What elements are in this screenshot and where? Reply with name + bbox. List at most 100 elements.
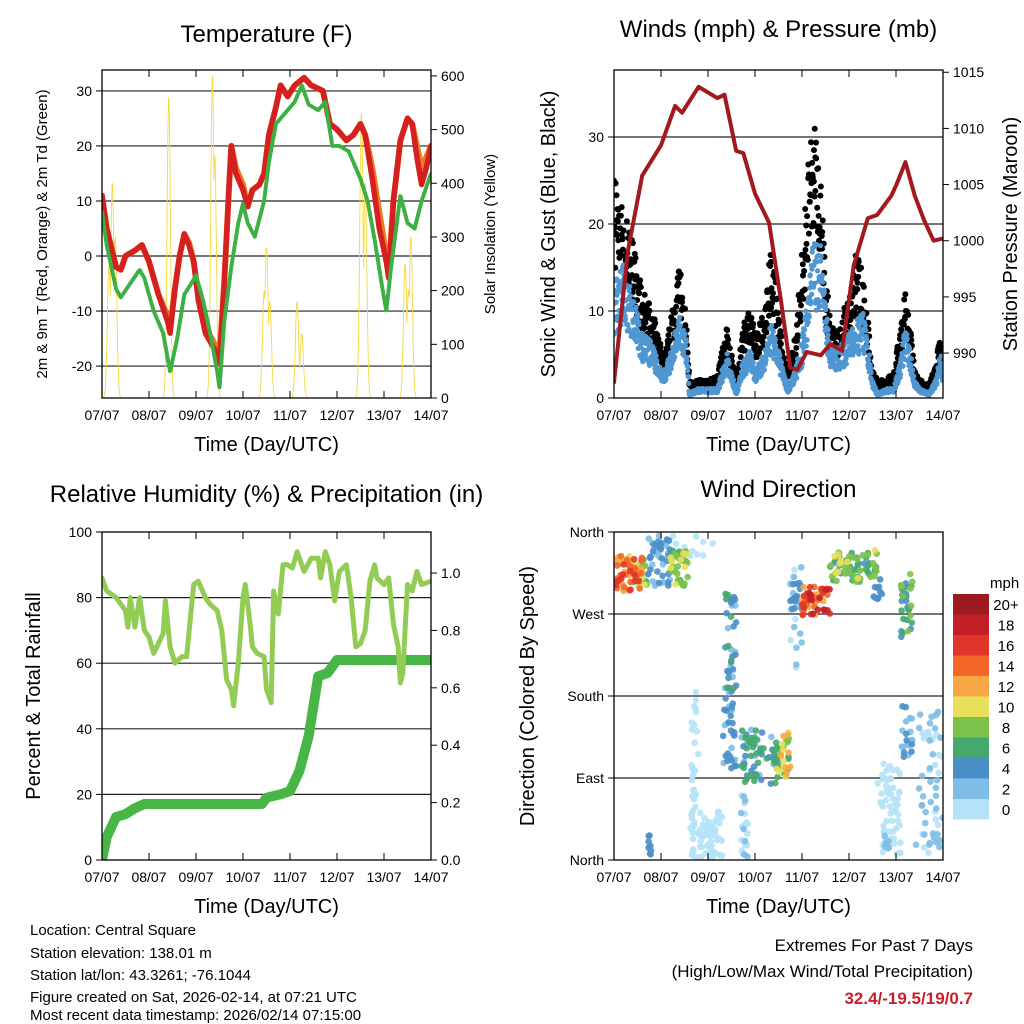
direction-point — [792, 615, 799, 623]
wind-point — [818, 258, 824, 264]
gust-point — [726, 345, 733, 352]
direction-point — [907, 612, 914, 620]
wind-point — [863, 327, 869, 333]
direction-point — [672, 581, 679, 588]
direction-point — [636, 585, 643, 592]
direction-point — [732, 762, 740, 770]
direction-point — [631, 577, 639, 585]
direction-point — [701, 831, 709, 839]
gust-point — [799, 261, 806, 268]
direction-point — [908, 715, 916, 722]
y-tick-label: 30 — [76, 83, 92, 99]
direction-point — [800, 583, 807, 591]
direction-point — [933, 776, 941, 784]
gust-point — [776, 319, 783, 326]
direction-point — [937, 734, 943, 742]
direction-point — [658, 555, 666, 562]
gust-point — [614, 264, 619, 271]
gust-point — [682, 305, 689, 312]
direction-point — [872, 594, 879, 602]
gust-point — [803, 240, 810, 247]
direction-point — [691, 791, 699, 798]
direction-point — [932, 784, 940, 792]
y-tick-label: 30 — [588, 129, 604, 145]
direction-point — [743, 819, 750, 826]
extremes-title: Extremes For Past 7 Days — [775, 936, 973, 955]
x-tick-label: 09/07 — [690, 407, 725, 423]
y-tick-label: 100 — [69, 524, 93, 540]
direction-point — [725, 674, 732, 682]
direction-point — [724, 667, 731, 675]
wind-point — [677, 314, 683, 320]
footer-recent: Most recent data timestamp: 2026/02/14 0… — [30, 1007, 361, 1024]
direction-point — [790, 623, 798, 631]
y-tick-label: North — [570, 852, 604, 868]
marks-layer — [102, 549, 431, 860]
wind-point — [668, 366, 674, 372]
wind-point — [686, 380, 692, 387]
direction-point — [878, 790, 885, 797]
gust-point — [819, 217, 826, 224]
y-tick-label: 0 — [596, 390, 604, 406]
marks-layer — [614, 532, 943, 860]
direction-point — [743, 744, 751, 752]
direction-point — [809, 610, 817, 618]
direction-point — [715, 834, 722, 842]
direction-point — [921, 831, 928, 838]
direction-point — [871, 546, 879, 554]
direction-point — [620, 584, 628, 591]
direction-point — [693, 551, 701, 558]
direction-point — [650, 541, 658, 548]
wind-point — [735, 387, 741, 393]
direction-point — [691, 739, 698, 747]
wind-point — [803, 343, 809, 349]
x-axis-label: Time (Day/UTC) — [706, 896, 851, 918]
direction-point — [793, 592, 801, 600]
wind-point — [904, 331, 910, 338]
winds-pressure-panel: Winds (mph) & Pressure (mb) 07/07 08/07 09/… — [538, 16, 1022, 456]
y-right-axis-label: Station Pressure (Maroon) — [1000, 117, 1022, 352]
wind-point — [824, 316, 831, 322]
direction-point — [800, 603, 807, 611]
x-tick-label: 12/07 — [319, 407, 354, 423]
wind-point — [634, 327, 640, 333]
y-tick-label: 20 — [76, 138, 92, 154]
gust-point — [619, 246, 626, 253]
direction-point — [763, 755, 770, 762]
legend-label: 4 — [1002, 761, 1010, 778]
legend-swatch — [953, 594, 989, 615]
direction-point — [926, 737, 933, 744]
gust-point — [815, 212, 822, 219]
direction-point — [671, 568, 679, 575]
direction-point — [730, 684, 737, 692]
direction-point — [903, 737, 910, 744]
x-tick-label: 12/07 — [319, 869, 354, 885]
gust-point — [811, 125, 818, 132]
direction-point — [900, 749, 908, 756]
wind-point — [857, 325, 863, 331]
direction-point — [689, 835, 697, 843]
x-tick-label: 12/07 — [831, 869, 866, 885]
direction-point — [796, 630, 804, 637]
temp-2m-line — [102, 74, 431, 367]
gust-point — [902, 291, 909, 298]
direction-point — [728, 757, 736, 764]
direction-point — [883, 817, 890, 825]
gust-point — [798, 302, 805, 309]
direction-title: Wind Direction — [700, 476, 856, 503]
direction-point — [898, 583, 906, 590]
direction-point — [845, 553, 853, 560]
direction-point — [680, 549, 687, 557]
direction-point — [919, 729, 926, 737]
direction-point — [692, 689, 700, 696]
wind-point — [770, 329, 776, 335]
legend-label: 12 — [998, 679, 1015, 696]
legend-swatch — [953, 614, 989, 635]
gust-point — [745, 310, 752, 317]
gust-point — [811, 193, 818, 200]
gust-point — [678, 299, 685, 306]
legend-swatch — [953, 655, 989, 676]
wind-point — [772, 337, 778, 343]
wind-point — [939, 360, 943, 367]
direction-point — [667, 564, 675, 572]
